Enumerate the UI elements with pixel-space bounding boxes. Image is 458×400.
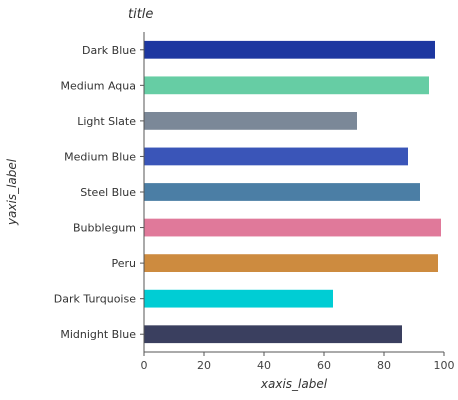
category-label-medium-blue: Medium Blue	[64, 150, 136, 163]
category-label-medium-aqua: Medium Aqua	[60, 79, 136, 92]
x-tick-label-20: 20	[197, 359, 211, 372]
category-label-bubblegum: Bubblegum	[73, 222, 136, 235]
bar-dark-blue	[144, 40, 435, 59]
category-label-midnight-blue: Midnight Blue	[60, 328, 136, 341]
bar-medium-aqua	[144, 76, 429, 95]
bar-peru	[144, 254, 438, 272]
x-tick-label-100: 100	[434, 359, 455, 372]
category-label-peru: Peru	[111, 257, 136, 270]
chart-title: title	[128, 7, 153, 22]
category-label-dark-blue: Dark Blue	[82, 44, 136, 57]
bar-steel-blue	[144, 183, 420, 201]
bars-group	[144, 40, 441, 344]
bar-dark-turquoise	[144, 289, 333, 308]
x-axis-label: xaxis_label	[260, 377, 328, 391]
category-label-dark-turquoise: Dark Turquoise	[54, 293, 136, 306]
category-label-steel-blue: Steel Blue	[80, 186, 136, 199]
x-tick-label-0: 0	[141, 359, 148, 372]
x-tick-label-80: 80	[377, 359, 391, 372]
category-labels: Midnight Blue Dark Turquoise Peru Bubblegum…	[54, 44, 144, 341]
x-tick-label-40: 40	[257, 359, 271, 372]
x-axis-ticks: 0 20 40 60 80 100	[141, 352, 455, 372]
bar-midnight-blue	[144, 325, 402, 344]
x-tick-label-60: 60	[317, 359, 331, 372]
category-label-light-slate: Light Slate	[77, 115, 136, 128]
bar-light-slate	[144, 112, 357, 130]
y-axis-label: yaxis_label	[5, 158, 19, 226]
bar-bubblegum	[144, 218, 441, 237]
bar-medium-blue	[144, 147, 408, 166]
